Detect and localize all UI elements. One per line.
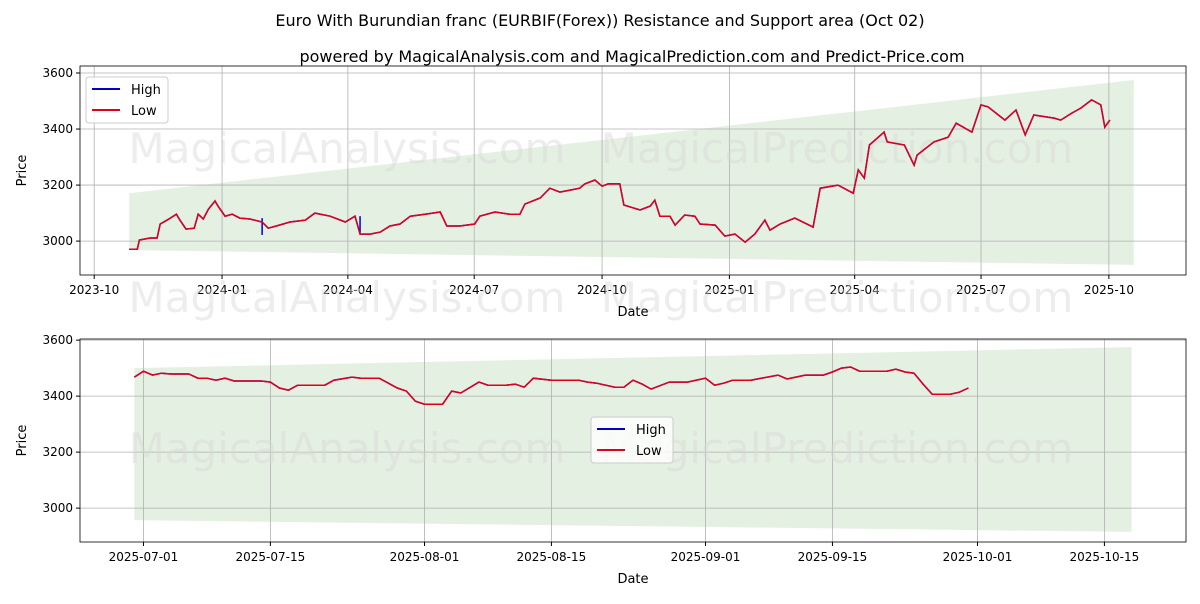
x-tick-label: 2025-07-01 <box>109 550 179 564</box>
y-tick-label: 3200 <box>42 445 73 459</box>
y-tick-label: 3400 <box>42 389 73 403</box>
chart-subtitle: powered by MagicalAnalysis.com and Magic… <box>299 47 964 66</box>
legend-label-high: High <box>131 83 161 98</box>
y-axis-label: Price <box>15 425 30 457</box>
low-series-line <box>129 99 1111 250</box>
x-tick-label: 2024-01 <box>197 283 247 297</box>
x-tick-label: 2023-10 <box>69 283 119 297</box>
y-tick-label: 3400 <box>42 122 73 136</box>
x-tick-label: 2025-09-01 <box>671 550 741 564</box>
x-tick-label: 2025-04 <box>830 283 880 297</box>
legend-label-low: Low <box>131 104 157 119</box>
watermark: MagicalPrediction.com <box>601 424 1074 473</box>
watermark: MagicalPrediction.com <box>601 124 1074 173</box>
y-tick-label: 3600 <box>42 66 73 80</box>
x-tick-label: 2025-10-01 <box>943 550 1013 564</box>
x-tick-label: 2025-10 <box>1084 283 1134 297</box>
support-resistance-band <box>129 80 1134 265</box>
x-tick-label: 2025-01 <box>704 283 754 297</box>
legend-label-low: Low <box>636 444 662 459</box>
top-chart: 2023-10 2024-01 2024-04 2024-07 2024-10 2025-… <box>15 65 1187 322</box>
x-tick-label: 2025-10-15 <box>1070 550 1140 564</box>
y-tick-label: 3000 <box>42 234 73 248</box>
x-tick-label: 2025-08-15 <box>517 550 587 564</box>
legend-label-high: High <box>636 423 666 438</box>
low-series-line <box>133 366 969 405</box>
y-tick-label: 3600 <box>42 333 73 347</box>
watermark: MagicalPrediction.com <box>601 273 1074 322</box>
chart-title: Euro With Burundian franc (EURBIF(Forex)… <box>275 11 924 30</box>
x-tick-label: 2025-09-15 <box>798 550 868 564</box>
x-tick-label: 2024-10 <box>577 283 627 297</box>
x-tick-label: 2024-04 <box>323 283 373 297</box>
x-tick-label: 2025-07-15 <box>236 550 306 564</box>
x-tick-label: 2025-07 <box>956 283 1006 297</box>
x-axis-label: Date <box>617 572 648 587</box>
y-tick-label: 3000 <box>42 501 73 515</box>
y-axis-label: Price <box>15 155 30 187</box>
x-tick-label: 2025-08-01 <box>390 550 460 564</box>
legend: High Low <box>85 76 169 124</box>
y-tick-label: 3200 <box>42 178 73 192</box>
watermark: MagicalAnalysis.com <box>129 124 566 173</box>
legend: High Low <box>590 416 674 464</box>
plot-frame <box>79 65 1187 276</box>
bottom-chart: 2025-07-01 2025-07-15 2025-08-01 2025-08-15… <box>15 333 1187 587</box>
watermark: MagicalAnalysis.com <box>129 424 566 473</box>
x-tick-label: 2024-07 <box>449 283 499 297</box>
x-axis-label: Date <box>617 305 648 320</box>
plot-frame <box>79 338 1187 543</box>
watermark: MagicalAnalysis.com <box>129 273 566 322</box>
